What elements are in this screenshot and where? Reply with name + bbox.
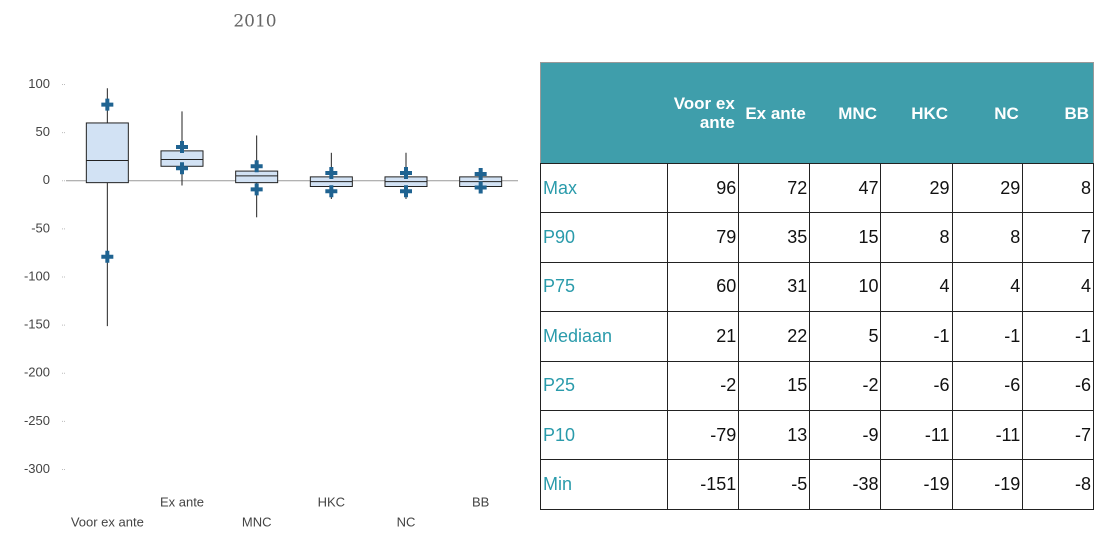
column-header: NC [952, 62, 1023, 164]
box [85, 122, 129, 184]
stats-table: Voor ex ante Ex ante MNC HKC NC BB Max 96 72 47 2… [539, 62, 1094, 510]
chart: 2010 100 50 0 -50 -100 -150 -200 -250 -300 Voor e… [24, 12, 518, 529]
table-row: P25 -2 15 -2 -6 -6 -6 [539, 360, 1094, 411]
row-label: P10 [539, 409, 669, 461]
row-label: Mediaan [539, 311, 669, 362]
cell-value: -1 [951, 311, 1024, 362]
cell-value: 8 [951, 212, 1024, 263]
cell-value: 15 [809, 212, 882, 263]
cell-value: -1 [880, 311, 953, 362]
y-tick-label: 50 [36, 124, 50, 139]
cell-value: 96 [667, 162, 740, 214]
cell-value: 21 [667, 311, 740, 362]
percentile-marker [474, 167, 487, 180]
x-tick-label: Ex ante [160, 494, 204, 509]
percentile-marker [400, 167, 412, 180]
percentile-marker [474, 181, 487, 194]
y-tick-label: -200 [24, 365, 50, 380]
cell-value: -38 [809, 459, 882, 510]
cell-value: -9 [809, 409, 882, 461]
table-row: Min -151 -5 -38 -19 -19 -8 [539, 459, 1094, 510]
cell-value: 4 [1022, 261, 1094, 313]
cell-value: -151 [667, 459, 740, 510]
cell-value: 29 [880, 162, 953, 214]
x-tick-label: BB [472, 494, 489, 509]
cell-value: 10 [809, 261, 882, 313]
cell-value: -7 [1022, 409, 1094, 461]
cell-value: -6 [1022, 360, 1094, 411]
table-row: Mediaan 21 22 5 -1 -1 -1 [539, 311, 1094, 362]
cell-value: 72 [738, 162, 811, 214]
cell-value: 15 [738, 360, 811, 411]
column-header: MNC [809, 62, 881, 164]
box [235, 170, 279, 184]
x-tick-label: Voor ex ante [71, 514, 144, 529]
x-tick-label: HKC [318, 494, 345, 509]
table-row: P10 -79 13 -9 -11 -11 -7 [539, 409, 1094, 461]
cell-value: 31 [738, 261, 811, 313]
percentile-marker [250, 160, 263, 173]
percentile-marker [176, 162, 188, 175]
cell-value: -11 [951, 409, 1024, 461]
cell-value: -19 [951, 459, 1024, 510]
cell-value: 7 [1022, 212, 1094, 263]
column-header: BB [1022, 62, 1094, 164]
cell-value: 79 [667, 212, 740, 263]
percentile-marker [400, 185, 412, 198]
cell-value: 8 [880, 212, 953, 263]
cell-value: -5 [738, 459, 811, 510]
percentile-marker [101, 98, 114, 111]
cell-value: 29 [951, 162, 1024, 214]
y-tick-label: -150 [24, 317, 50, 332]
cell-value: -8 [1022, 459, 1094, 510]
row-label: P75 [539, 261, 669, 313]
percentile-marker [325, 185, 338, 198]
y-tick-label: 100 [28, 76, 50, 91]
percentile-marker [176, 141, 188, 154]
y-tick-label: -300 [24, 461, 50, 476]
cell-value: -79 [667, 409, 740, 461]
table-body: Max 96 72 47 29 29 8 P90 79 35 15 8 8 7 P75 60 31 10 4 4 4 Me… [539, 162, 1094, 510]
row-label: Min [539, 459, 669, 510]
cell-value: 13 [738, 409, 811, 461]
table-row: P75 60 31 10 4 4 4 [539, 261, 1094, 313]
cell-value: 5 [809, 311, 882, 362]
cell-value: -2 [809, 360, 882, 411]
x-tick-label: NC [397, 514, 416, 529]
header-row: Voor ex ante Ex ante MNC HKC NC BB [540, 62, 1094, 164]
column-header: Ex ante [738, 62, 810, 164]
cell-value: 22 [738, 311, 811, 362]
row-label: Max [539, 162, 669, 214]
corner-cell [540, 62, 668, 164]
cell-value: -11 [880, 409, 953, 461]
cell-value: -2 [667, 360, 740, 411]
cell-value: -6 [880, 360, 953, 411]
y-tick-label: -50 [31, 220, 50, 235]
cell-value: 8 [1022, 162, 1094, 214]
column-header: Voor ex ante [667, 62, 739, 164]
row-label: P25 [539, 360, 669, 411]
table-row: P90 79 35 15 8 8 7 [539, 212, 1094, 263]
y-tick-label: 0 [43, 172, 50, 187]
percentile-marker [325, 167, 338, 180]
cell-value: 60 [667, 261, 740, 313]
cell-value: 4 [951, 261, 1024, 313]
y-tick-label: -250 [24, 413, 50, 428]
table-row: Max 96 72 47 29 29 8 [539, 162, 1094, 214]
percentile-marker [250, 183, 263, 196]
cell-value: 4 [880, 261, 953, 313]
chart-title: 2010 [233, 12, 276, 32]
cell-value: -19 [880, 459, 953, 510]
x-tick-label: MNC [242, 514, 272, 529]
cell-value: 35 [738, 212, 811, 263]
cell-value: -1 [1022, 311, 1094, 362]
cell-value: 47 [809, 162, 882, 214]
cell-value: -6 [951, 360, 1024, 411]
row-label: P90 [539, 212, 669, 263]
column-header: HKC [880, 62, 953, 164]
y-tick-label: -100 [24, 268, 50, 283]
percentile-marker [101, 250, 114, 263]
